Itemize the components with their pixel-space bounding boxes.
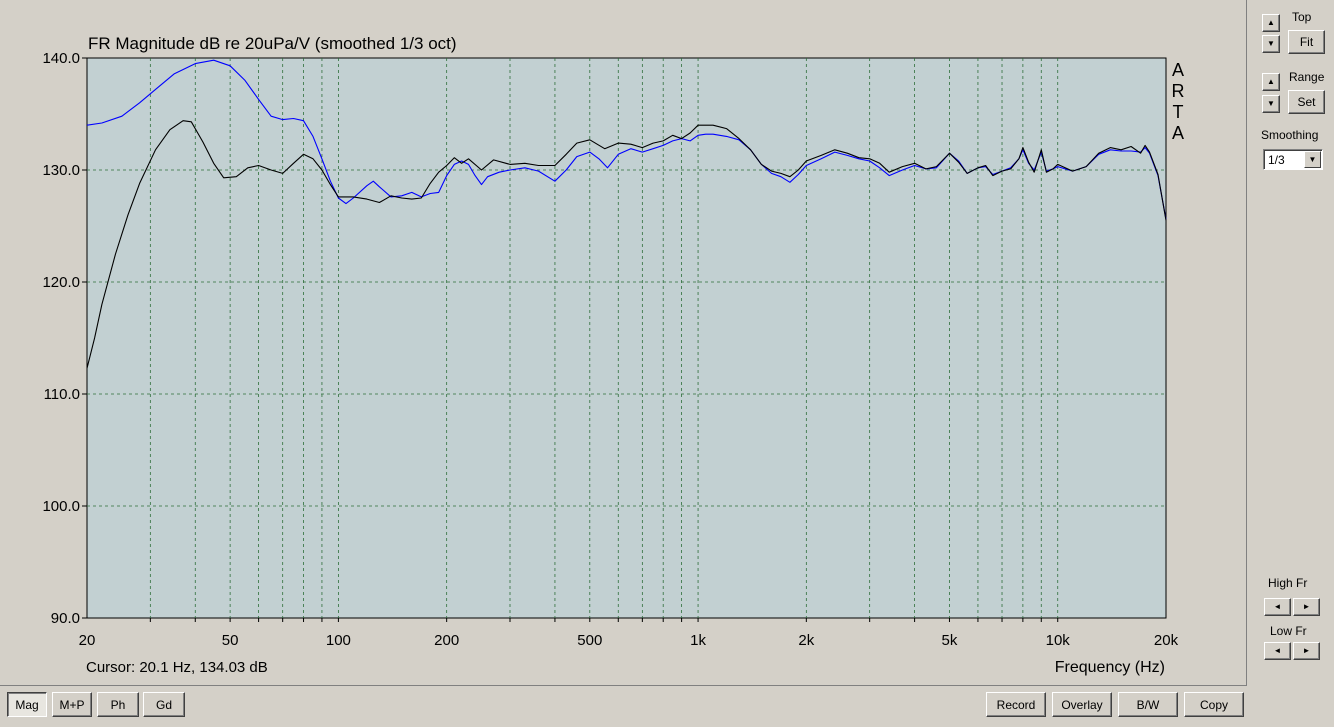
tab-ph[interactable]: Ph [97, 692, 139, 717]
x-tick-label: 20 [79, 632, 96, 649]
y-tick-label: 120.0 [42, 274, 80, 291]
x-tick-label: 5k [942, 632, 958, 649]
chart-title: FR Magnitude dB re 20uPa/V (smoothed 1/3… [88, 34, 457, 53]
fit-button[interactable]: Fit [1288, 30, 1325, 54]
watermark-letter: T [1173, 102, 1184, 122]
y-tick-label: 110.0 [44, 386, 80, 403]
range-down-arrow-icon[interactable]: ▼ [1262, 95, 1280, 113]
frequency-response-chart[interactable]: FR Magnitude dB re 20uPa/V (smoothed 1/3… [0, 0, 1246, 685]
x-axis-tick-labels: 20 50 100 200 500 1k 2k 5k 10k 20k [79, 632, 1179, 649]
watermark-letter: A [1172, 60, 1184, 80]
high-fr-label: High Fr [1268, 576, 1308, 590]
data-series [86, 59, 1167, 369]
x-tick-label: 100 [326, 632, 351, 649]
low-fr-label: Low Fr [1270, 624, 1307, 638]
low-fr-left-arrow-icon[interactable]: ◄ [1264, 642, 1291, 660]
cursor-readout: Cursor: 20.1 Hz, 134.03 dB [86, 659, 268, 676]
range-label: Range [1289, 70, 1325, 84]
plot-frame: FR Magnitude dB re 20uPa/V (smoothed 1/3… [0, 0, 1247, 686]
x-tick-label: 200 [434, 632, 459, 649]
overlay-button[interactable]: Overlay [1052, 692, 1112, 717]
x-tick-label: 1k [690, 632, 706, 649]
low-fr-right-arrow-icon[interactable]: ► [1293, 642, 1320, 660]
x-tick-label: 20k [1154, 632, 1179, 649]
chevron-down-icon[interactable]: ▼ [1304, 151, 1321, 168]
x-tick-label: 2k [798, 632, 814, 649]
y-axis-tick-labels: 90.0 100.0 110.0 120.0 130.0 140.0 [42, 50, 80, 627]
y-tick-label: 90.0 [51, 610, 80, 627]
smoothing-select[interactable]: 1/3 ▼ [1263, 149, 1323, 170]
tab-mag[interactable]: Mag [7, 692, 47, 717]
x-axis-label: Frequency (Hz) [1055, 659, 1165, 676]
top-down-arrow-icon[interactable]: ▼ [1262, 35, 1280, 53]
set-button[interactable]: Set [1288, 90, 1325, 114]
axis-ticks [82, 57, 1059, 622]
x-tick-label: 50 [222, 632, 239, 649]
range-up-arrow-icon[interactable]: ▲ [1262, 73, 1280, 91]
x-tick-label: 500 [577, 632, 602, 649]
watermark-letter: R [1172, 81, 1185, 101]
y-tick-label: 140.0 [42, 50, 80, 67]
watermark-letter: A [1172, 123, 1184, 143]
y-tick-label: 100.0 [42, 498, 80, 515]
bw-button[interactable]: B/W [1118, 692, 1178, 717]
top-label: Top [1292, 10, 1312, 24]
high-fr-right-arrow-icon[interactable]: ► [1293, 598, 1320, 616]
copy-button[interactable]: Copy [1184, 692, 1244, 717]
tab-gd[interactable]: Gd [143, 692, 185, 717]
series-line-2 [86, 120, 1167, 369]
tab-m-plus-p[interactable]: M+P [52, 692, 92, 717]
high-fr-left-arrow-icon[interactable]: ◄ [1264, 598, 1291, 616]
record-button[interactable]: Record [986, 692, 1046, 717]
top-up-arrow-icon[interactable]: ▲ [1262, 14, 1280, 32]
plot-area[interactable] [86, 57, 1167, 619]
y-tick-label: 130.0 [42, 162, 80, 179]
smoothing-label: Smoothing [1261, 128, 1319, 142]
x-tick-label: 10k [1046, 632, 1071, 649]
smoothing-value: 1/3 [1268, 153, 1285, 167]
